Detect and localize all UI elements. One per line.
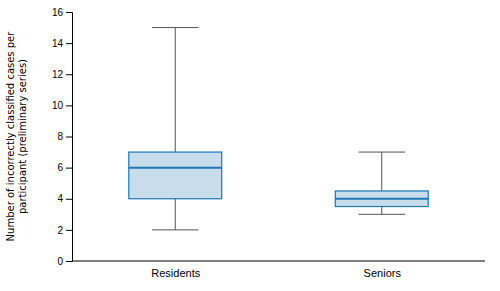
cap-high	[152, 27, 198, 28]
y-tick-label: 0	[57, 256, 63, 267]
plot: 0 2 4 6 8 10 12 14 16 Residents Seniors	[52, 7, 485, 279]
y-axis: 0 2 4 6 8 10 12 14 16	[52, 7, 73, 267]
x-tick: Residents	[151, 267, 200, 279]
y-tick-label: 6	[57, 162, 63, 173]
y-axis-title-line: Number of incorrectly classified cases p…	[5, 31, 16, 242]
y-tick: 8	[57, 131, 72, 142]
y-tick-label: 4	[57, 193, 63, 204]
box	[129, 152, 222, 199]
median	[335, 198, 428, 200]
y-axis-line	[66, 13, 73, 262]
cap-low	[152, 229, 198, 230]
box-group	[335, 152, 428, 214]
y-tick-label: 8	[57, 131, 63, 142]
y-tick: 10	[52, 100, 72, 111]
y-tick: 2	[57, 225, 72, 236]
cap-high	[359, 152, 405, 153]
y-tick: 12	[52, 69, 72, 80]
y-tick-label: 12	[52, 69, 64, 80]
x-tick-label: Residents	[151, 267, 200, 279]
whisker-low	[175, 199, 176, 230]
y-tick: 4	[57, 193, 72, 204]
box-group	[129, 28, 222, 230]
y-tick-label: 10	[52, 100, 64, 111]
boxes	[129, 28, 428, 230]
y-axis-title: Number of incorrectly classified cases p…	[5, 31, 28, 242]
y-tick-mark	[66, 261, 72, 262]
whisker-low	[381, 207, 382, 215]
y-tick-mark	[66, 230, 72, 231]
y-tick-mark	[66, 199, 72, 200]
chart: 0 2 4 6 8 10 12 14 16 Residents Seniors Number of i…	[0, 0, 500, 291]
cap-low	[359, 214, 405, 215]
y-tick: 14	[52, 38, 72, 49]
median	[129, 167, 222, 169]
y-tick-mark	[66, 105, 72, 106]
y-tick: 16	[52, 7, 72, 18]
y-tick-mark	[66, 74, 72, 75]
y-tick-label: 14	[52, 38, 64, 49]
y-tick-mark	[66, 168, 72, 169]
x-tick: Seniors	[364, 267, 402, 279]
y-tick-mark	[66, 137, 72, 138]
x-axis-line	[72, 261, 485, 262]
y-tick-mark	[66, 12, 72, 13]
y-tick-mark	[66, 43, 72, 44]
y-tick: 0	[57, 256, 72, 267]
box	[335, 191, 428, 207]
y-tick-label: 2	[57, 225, 63, 236]
y-tick: 6	[57, 162, 72, 173]
whisker-high	[175, 28, 176, 153]
y-axis-title-line: participant (preliminary series)	[17, 59, 28, 214]
x-tick-label: Seniors	[364, 267, 402, 279]
whisker-high	[381, 152, 382, 191]
y-tick-label: 16	[52, 7, 64, 18]
x-axis: Residents Seniors	[72, 261, 485, 279]
